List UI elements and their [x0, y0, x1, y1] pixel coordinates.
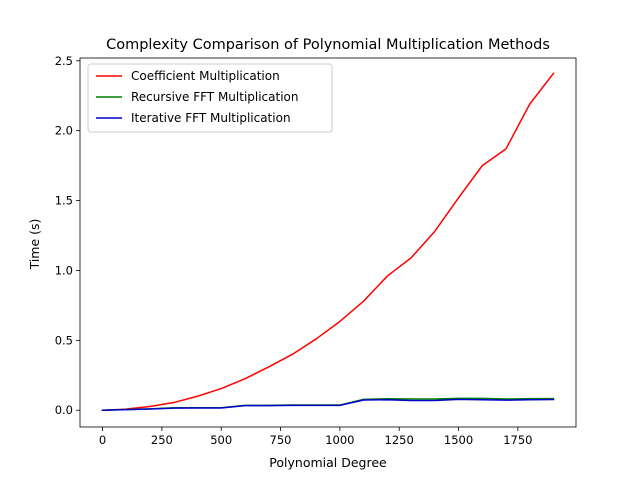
series-line-1	[101, 72, 555, 412]
axes-frame	[79, 57, 577, 428]
legend-entry-2: Recursive FFT Multiplication	[131, 90, 299, 104]
x-tick-label: 500	[210, 433, 232, 447]
chart-title: Complexity Comparison of Polynomial Mult…	[106, 37, 550, 53]
legend-box	[87, 63, 333, 133]
x-tick-label: 250	[151, 433, 173, 447]
x-tick-label: 1750	[503, 433, 532, 447]
y-tick-label: 2.0	[55, 124, 73, 138]
y-tick-label: 0.5	[55, 333, 73, 347]
legend-entry-3: Iterative FFT Multiplication	[131, 111, 291, 125]
y-tick-label: 1.5	[55, 194, 73, 208]
legend: Coefficient Multiplication Recursive FFT …	[87, 63, 333, 133]
y-tick-label: 1.0	[55, 263, 73, 277]
x-tick-label: 750	[270, 433, 292, 447]
series-line-3	[101, 398, 555, 411]
x-tick-label: 0	[99, 433, 106, 447]
y-tick-label: 2.5	[55, 54, 73, 68]
plot-area	[101, 72, 555, 412]
y-tick-label: 0.0	[55, 403, 73, 417]
y-axis-label: Time (s)	[27, 219, 42, 271]
x-axis-label: Polynomial Degree	[269, 455, 387, 470]
x-tick-label: 1500	[444, 433, 473, 447]
x-tick-label: 1250	[385, 433, 414, 447]
x-tick-label: 1000	[325, 433, 354, 447]
axes: 0 250 500 750 1000 1250 1500 1750 0.0 0.5 1.0 1.5 2.…	[55, 54, 577, 447]
legend-entry-1: Coefficient Multiplication	[131, 69, 280, 83]
